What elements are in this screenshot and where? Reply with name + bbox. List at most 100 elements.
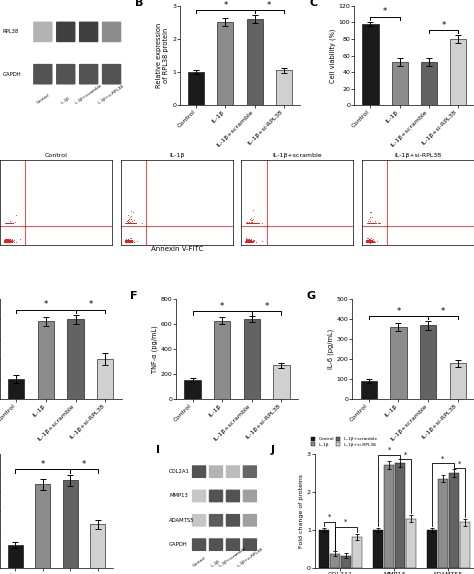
Point <box>365 237 372 246</box>
Point <box>366 219 374 228</box>
Point <box>365 236 372 246</box>
Point <box>124 236 131 245</box>
Bar <box>449 473 459 568</box>
Point <box>127 219 134 228</box>
Point <box>123 237 131 246</box>
Point <box>3 237 11 246</box>
Point <box>364 237 371 246</box>
Point <box>2 237 10 246</box>
Bar <box>330 554 340 568</box>
Point <box>367 236 374 246</box>
Point <box>367 236 374 246</box>
Point <box>365 236 372 245</box>
Point <box>4 236 12 246</box>
Point <box>246 219 254 228</box>
Point <box>127 219 135 228</box>
Point <box>364 236 372 245</box>
Point <box>125 219 132 228</box>
Point <box>367 236 374 246</box>
Point <box>246 219 254 228</box>
Point <box>126 235 134 245</box>
Title: IL-1β+scramble: IL-1β+scramble <box>273 153 322 158</box>
Point <box>130 219 137 228</box>
Point <box>366 238 374 247</box>
Point <box>123 219 131 228</box>
Point <box>367 236 374 245</box>
Point <box>125 219 133 228</box>
Point <box>369 236 377 245</box>
Point <box>244 236 251 246</box>
Point <box>246 219 253 228</box>
Point <box>244 236 251 246</box>
Point <box>2 237 9 246</box>
Point <box>124 237 132 246</box>
Point <box>249 219 256 228</box>
Point <box>122 219 130 228</box>
FancyBboxPatch shape <box>226 490 240 502</box>
Point <box>128 219 135 228</box>
Point <box>127 219 134 228</box>
Point <box>124 236 131 246</box>
Point <box>248 219 256 228</box>
Point <box>0 235 8 245</box>
Text: *: * <box>267 1 271 10</box>
Point <box>243 236 250 246</box>
Point <box>365 236 372 246</box>
Point <box>246 236 254 246</box>
Text: G: G <box>306 292 315 301</box>
Point <box>364 237 372 246</box>
Point <box>128 237 136 246</box>
FancyBboxPatch shape <box>226 466 240 478</box>
Point <box>364 238 371 247</box>
Point <box>244 235 252 245</box>
Point <box>124 236 131 246</box>
Point <box>1 236 9 246</box>
Point <box>245 217 253 226</box>
Point <box>245 237 252 246</box>
Point <box>1 238 9 247</box>
Point <box>365 237 373 246</box>
Point <box>247 237 255 246</box>
Point <box>247 219 255 228</box>
Point <box>243 237 251 246</box>
Point <box>4 236 12 246</box>
Point <box>245 236 252 246</box>
Point <box>4 219 12 228</box>
Point <box>124 236 132 246</box>
Point <box>6 237 14 246</box>
Point <box>244 236 252 246</box>
Point <box>2 237 9 246</box>
Point <box>247 237 255 246</box>
Point <box>128 219 135 228</box>
Point <box>368 219 375 228</box>
Point <box>4 238 12 247</box>
Point <box>365 219 373 228</box>
Point <box>366 236 374 246</box>
FancyBboxPatch shape <box>56 22 75 42</box>
Point <box>1 236 9 246</box>
Point <box>3 238 10 247</box>
Point <box>254 219 262 228</box>
Point <box>5 237 13 246</box>
Point <box>244 237 252 246</box>
Point <box>6 238 14 247</box>
Point <box>2 236 10 245</box>
Point <box>245 237 253 246</box>
Point <box>367 237 375 246</box>
Point <box>364 236 372 245</box>
Point <box>1 236 9 246</box>
Point <box>244 219 251 228</box>
Point <box>246 219 253 228</box>
Point <box>247 238 255 247</box>
Point <box>124 237 131 246</box>
Point <box>245 236 253 246</box>
Point <box>4 237 12 246</box>
Point <box>122 236 129 246</box>
Point <box>125 219 132 228</box>
Point <box>365 237 373 246</box>
Point <box>126 237 134 246</box>
Point <box>2 237 10 246</box>
Point <box>364 219 372 228</box>
Point <box>246 235 253 245</box>
Point <box>366 237 374 246</box>
